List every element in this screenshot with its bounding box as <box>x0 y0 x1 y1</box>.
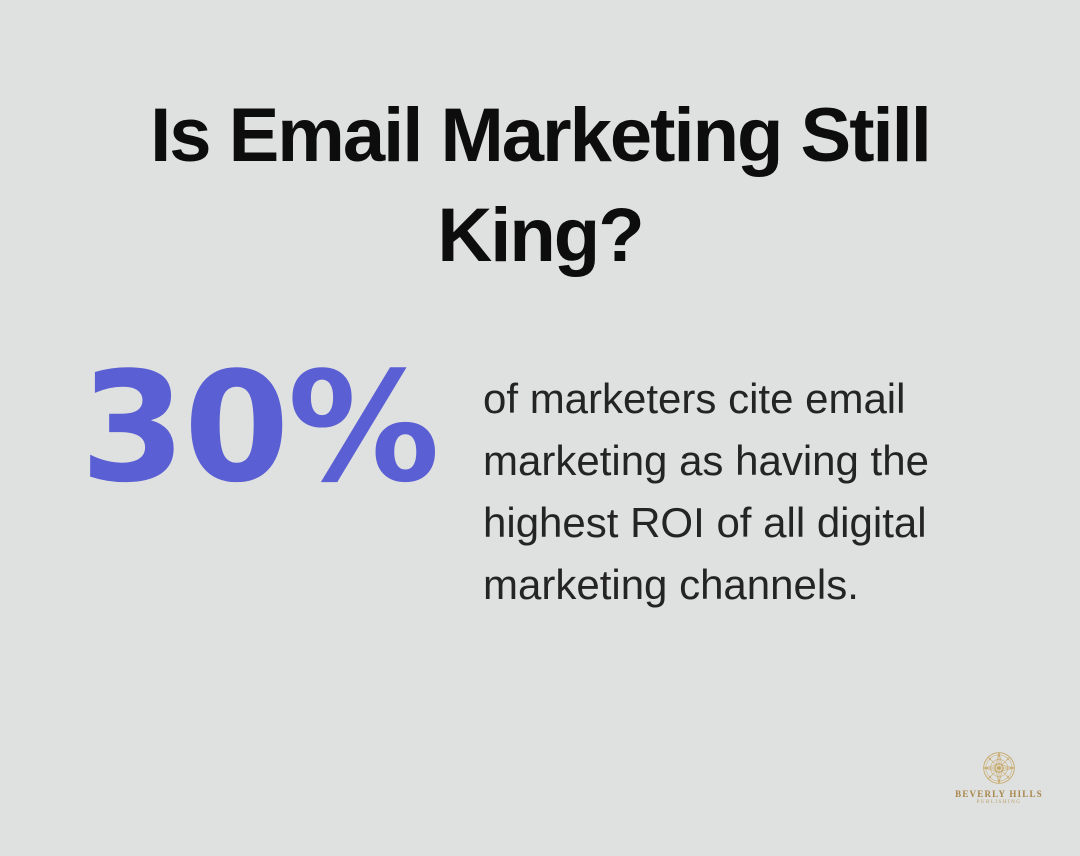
page-title-line-2: King? <box>437 193 644 278</box>
brand-name: BEVERLY HILLS <box>955 789 1043 799</box>
stat-description: of marketers cite email marketing as hav… <box>483 375 929 608</box>
publisher-logo: BEVERLY HILLS PUBLISHING <box>944 750 1054 805</box>
stat-value: 30% <box>80 339 440 516</box>
page-title: Is Email Marketing Still King? <box>0 86 1080 286</box>
page-title-line-1: Is Email Marketing Still <box>150 93 932 178</box>
gold-filigree-medallion-icon <box>983 752 1015 784</box>
brand-subtitle: PUBLISHING <box>976 800 1022 805</box>
